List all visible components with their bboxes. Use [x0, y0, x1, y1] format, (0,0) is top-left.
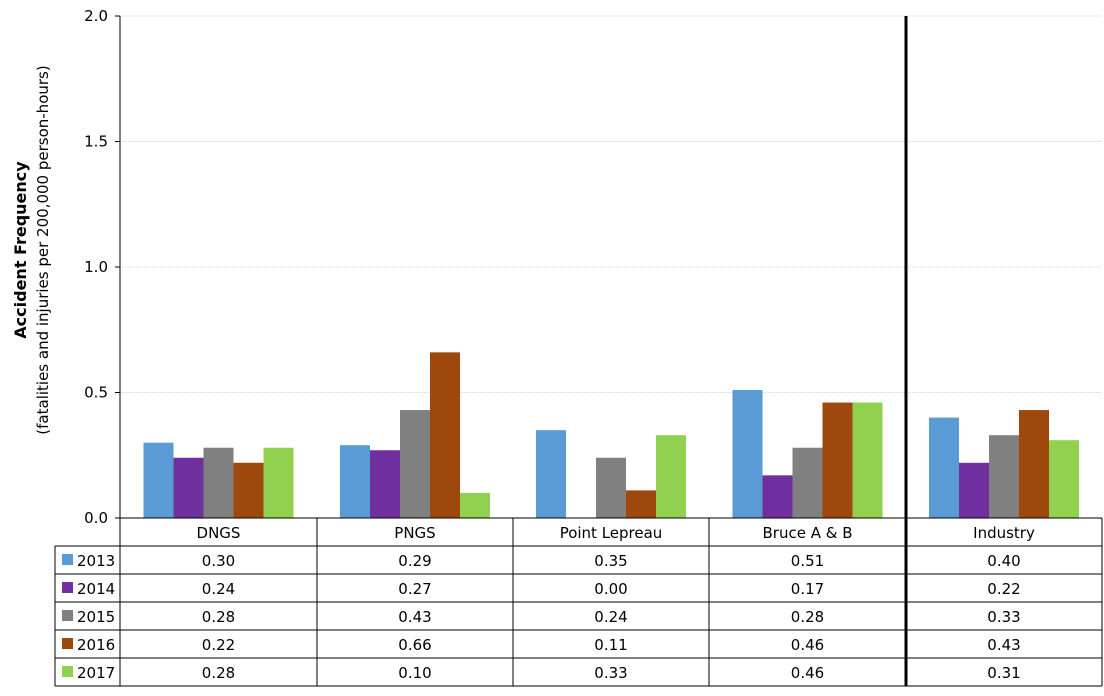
bar-dngs-2015 [203, 447, 234, 518]
category-label-bruce-a-b: Bruce A & B [763, 524, 853, 542]
legend-swatch-2017 [62, 666, 73, 677]
legend-label-2017: 2017 [77, 664, 115, 682]
data-label-bruce-a-b-2016: 0.46 [791, 636, 824, 654]
y-tick-label-0-5: 0.5 [84, 384, 108, 402]
bar-industry-2014 [959, 462, 989, 518]
data-label-point-lepreau-2016: 0.11 [594, 636, 627, 654]
bar-pngs-2016 [430, 352, 460, 518]
bar-industry-2015 [989, 435, 1019, 518]
y-tick-label-1-5: 1.5 [84, 133, 108, 151]
bar-pngs-2013 [340, 445, 370, 518]
bar-bruce-a-b-2015 [792, 447, 823, 518]
bar-pngs-2014 [370, 450, 400, 518]
data-label-industry-2017: 0.31 [987, 664, 1020, 682]
bar-bruce-a-b-2014 [762, 475, 793, 518]
y-tick-label-2-0: 2.0 [84, 7, 108, 25]
data-label-industry-2016: 0.43 [987, 636, 1020, 654]
data-label-industry-2015: 0.33 [987, 608, 1020, 626]
y-tick-label-0-0: 0.0 [84, 509, 108, 527]
axes: 0.0 0.5 1.0 1.5 2.0 [84, 7, 1102, 527]
category-label-pngs: PNGS [394, 524, 435, 542]
legend-swatch-2013 [62, 554, 73, 565]
bar-point-lepreau-2017 [656, 435, 686, 518]
bar-pngs-2015 [400, 410, 430, 518]
data-label-pngs-2015: 0.43 [398, 608, 431, 626]
data-label-pngs-2014: 0.27 [398, 580, 431, 598]
data-table: DNGS PNGS Point Lepreau Bruce A & B Industry… [54, 16, 1103, 687]
data-label-bruce-a-b-2014: 0.17 [791, 580, 824, 598]
bar-bruce-a-b-2013 [732, 389, 763, 518]
bar-bruce-a-b-2016 [822, 402, 853, 518]
data-label-pngs-2017: 0.10 [398, 664, 431, 682]
bar-industry-2017 [1049, 440, 1079, 518]
data-label-industry-2013: 0.40 [987, 552, 1020, 570]
category-label-dngs: DNGS [197, 524, 241, 542]
bar-dngs-2013 [143, 442, 174, 518]
y-axis-sublabel: (fatalities and injuries per 200,000 per… [34, 65, 52, 434]
data-label-dngs-2017: 0.28 [202, 664, 235, 682]
bar-dngs-2017 [263, 447, 294, 518]
y-tick-label-1-0: 1.0 [84, 258, 108, 276]
data-label-pngs-2016: 0.66 [398, 636, 431, 654]
data-label-dngs-2016: 0.22 [202, 636, 235, 654]
data-label-point-lepreau-2015: 0.24 [594, 608, 627, 626]
data-label-dngs-2013: 0.30 [202, 552, 235, 570]
data-label-point-lepreau-2013: 0.35 [594, 552, 627, 570]
legend-swatch-2016 [62, 638, 73, 649]
category-label-industry: Industry [973, 524, 1035, 542]
category-label-point-lepreau: Point Lepreau [560, 524, 663, 542]
data-label-pngs-2013: 0.29 [398, 552, 431, 570]
legend-swatch-2015 [62, 610, 73, 621]
bar-pngs-2017 [460, 492, 490, 518]
data-label-dngs-2014: 0.24 [202, 580, 235, 598]
data-label-bruce-a-b-2015: 0.28 [791, 608, 824, 626]
bar-industry-2016 [1019, 410, 1049, 518]
y-axis-label: Accident Frequency [11, 161, 30, 339]
bar-point-lepreau-2015 [596, 457, 626, 518]
grid-lines [120, 15, 1102, 393]
bar-dngs-2014 [173, 457, 204, 518]
data-label-point-lepreau-2014: 0.00 [594, 580, 627, 598]
legend-label-2015: 2015 [77, 608, 115, 626]
legend-label-2016: 2016 [77, 636, 115, 654]
data-label-dngs-2015: 0.28 [202, 608, 235, 626]
legend-label-2014: 2014 [77, 580, 115, 598]
legend-label-2013: 2013 [77, 552, 115, 570]
data-label-bruce-a-b-2013: 0.51 [791, 552, 824, 570]
data-label-industry-2014: 0.22 [987, 580, 1020, 598]
bar-point-lepreau-2013 [536, 430, 566, 518]
data-label-bruce-a-b-2017: 0.46 [791, 664, 824, 682]
bar-bruce-a-b-2017 [852, 402, 883, 518]
data-label-point-lepreau-2017: 0.33 [594, 664, 627, 682]
legend-swatch-2014 [62, 582, 73, 593]
bars [143, 352, 1079, 518]
bar-point-lepreau-2016 [626, 490, 656, 518]
bar-industry-2013 [929, 417, 959, 518]
bar-dngs-2016 [233, 462, 264, 518]
